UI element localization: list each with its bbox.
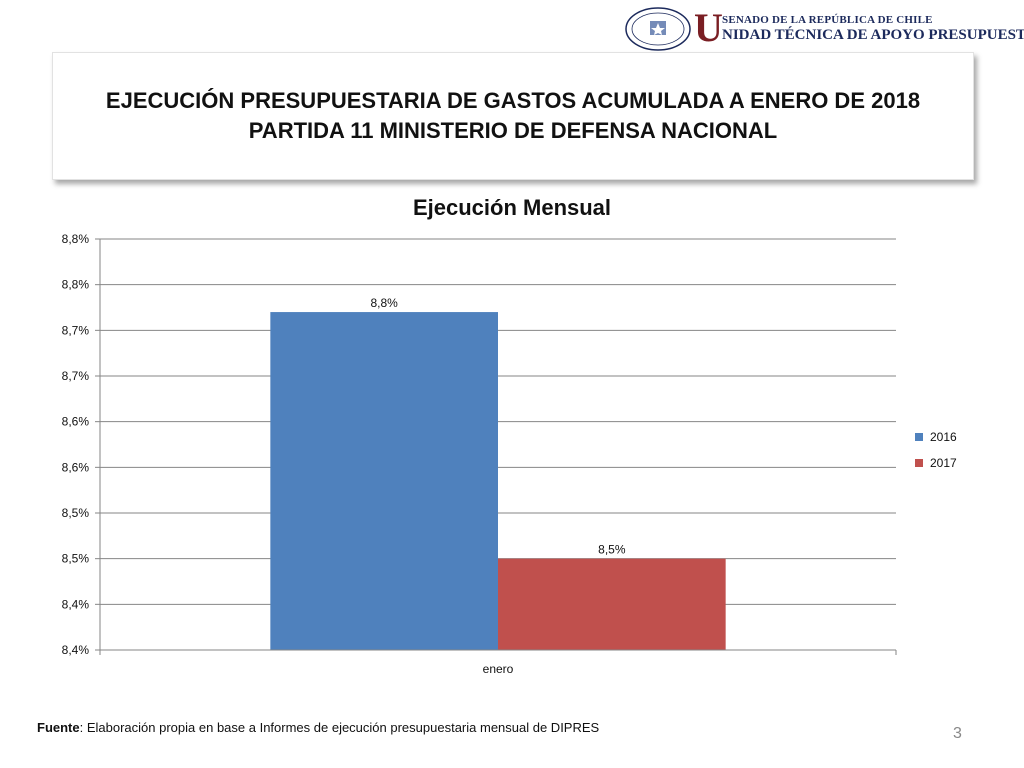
legend-label-2016: 2016 — [930, 430, 957, 444]
logo-initial: U — [694, 5, 723, 50]
y-tick-label: 8,7% — [62, 323, 90, 337]
y-tick-label: 8,6% — [62, 460, 90, 474]
y-tick-label: 8,5% — [62, 552, 90, 566]
header-logo: U SENADO DE LA REPÚBLICA DE CHILE NIDAD … — [624, 5, 1024, 52]
y-tick-label: 8,6% — [62, 415, 90, 429]
legend-swatch-2016 — [915, 433, 923, 441]
y-tick-label: 8,4% — [62, 597, 90, 611]
y-tick-label: 8,8% — [62, 232, 90, 246]
source-note: Fuente: Elaboración propia en base a Inf… — [37, 720, 599, 735]
source-label: Fuente — [37, 720, 80, 735]
logo-title: NIDAD TÉCNICA DE APOYO PRESUPUESTARIO — [722, 27, 1024, 43]
y-tick-label: 8,4% — [62, 643, 90, 657]
data-label-2016: 8,8% — [370, 296, 398, 310]
bar-2016 — [270, 312, 498, 650]
y-tick-label: 8,5% — [62, 506, 90, 520]
senado-seal-icon — [625, 7, 691, 51]
x-axis: enero — [99, 649, 897, 676]
logo-subtitle: SENADO DE LA REPÚBLICA DE CHILE — [722, 14, 933, 26]
legend: 2016 2017 — [915, 430, 957, 470]
source-text: : Elaboración propia en base a Informes … — [79, 720, 600, 735]
data-labels-layer: 8,8% 8,5% — [370, 296, 625, 557]
bar-2017 — [498, 558, 726, 650]
bars-layer — [270, 312, 726, 650]
x-tick-label: enero — [483, 662, 514, 676]
y-axis: 8,4% 8,4% 8,5% 8,5% 8,6% 8,6% 8,7% 8,7% 8,8% 8,8% — [62, 232, 101, 657]
title-box: EJECUCIÓN PRESUPUESTARIA DE GASTOS ACUMU… — [52, 52, 974, 180]
slide-title-line2: PARTIDA 11 MINISTERIO DE DEFENSA NACIONA… — [248, 118, 778, 143]
bar-chart: Ejecución Mensual 8,4%8,4%8,5%8,5%8,6%8,… — [62, 195, 957, 676]
chart-title: Ejecución Mensual — [413, 195, 611, 220]
y-tick-label: 8,7% — [62, 369, 90, 383]
data-label-2017: 8,5% — [598, 543, 626, 557]
y-tick-label: 8,8% — [62, 278, 90, 292]
page-number: 3 — [953, 725, 962, 742]
legend-swatch-2017 — [915, 459, 923, 467]
slide-title-line1: EJECUCIÓN PRESUPUESTARIA DE GASTOS ACUMU… — [105, 88, 921, 113]
legend-label-2017: 2017 — [930, 456, 957, 470]
